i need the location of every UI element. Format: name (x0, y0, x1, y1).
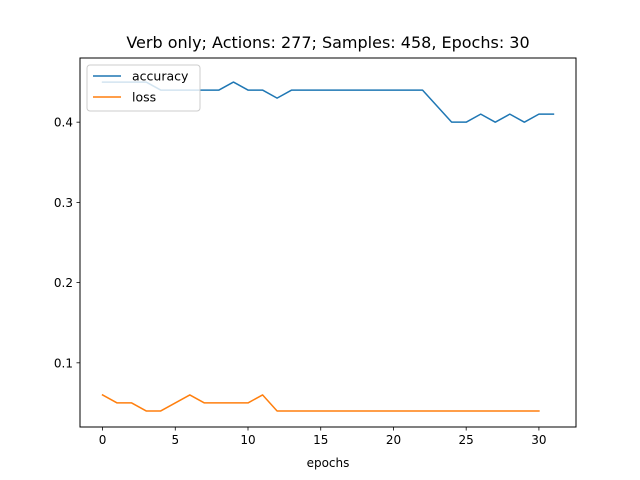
y-tick-label: 0.2 (54, 276, 73, 290)
legend-label-loss: loss (132, 90, 156, 105)
x-tick-label: 30 (531, 433, 546, 447)
y-tick-label: 0.4 (54, 116, 73, 130)
x-tick-label: 20 (386, 433, 401, 447)
x-tick-label: 5 (171, 433, 179, 447)
x-tick-label: 10 (240, 433, 255, 447)
y-axis: 0.1 0.2 0.3 0.4 (54, 116, 80, 370)
chart-title: Verb only; Actions: 277; Samples: 458, E… (126, 33, 529, 52)
x-tick-label: 25 (459, 433, 474, 447)
x-axis-label: epochs (307, 456, 350, 470)
plot-frame (79, 57, 577, 428)
y-tick-label: 0.3 (54, 196, 73, 210)
x-axis: 0 5 10 15 20 25 30 (99, 427, 547, 447)
x-tick-label: 0 (99, 433, 107, 447)
legend-label-accuracy: accuracy (132, 69, 189, 84)
legend: accuracy loss (86, 64, 201, 112)
y-tick-label: 0.1 (54, 356, 73, 370)
series-line-loss (101, 393, 540, 412)
x-tick-label: 15 (313, 433, 328, 447)
